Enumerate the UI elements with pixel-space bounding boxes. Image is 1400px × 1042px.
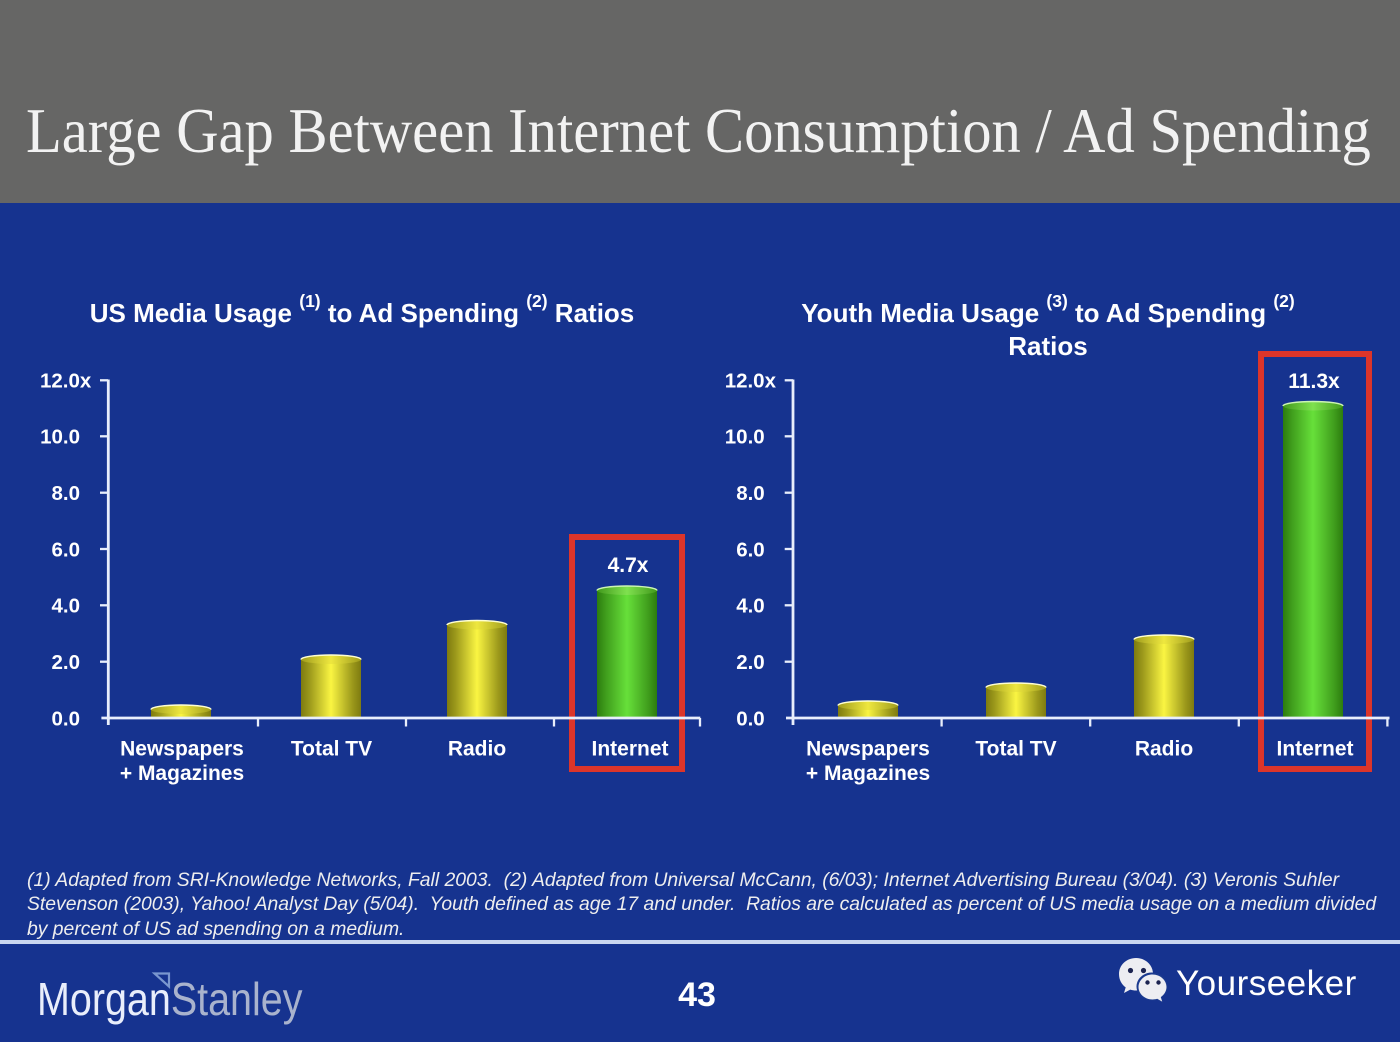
svg-text:10.0: 10.0 — [725, 426, 765, 449]
svg-text:Newspapers: Newspapers — [806, 738, 930, 761]
svg-text:2.0: 2.0 — [52, 651, 81, 674]
svg-text:8.0: 8.0 — [736, 482, 765, 505]
svg-text:Internet: Internet — [1276, 738, 1353, 761]
svg-text:+ Magazines: + Magazines — [806, 762, 930, 785]
svg-text:+ Magazines: + Magazines — [120, 762, 244, 785]
svg-text:11.3x: 11.3x — [1288, 370, 1340, 393]
svg-text:Total TV: Total TV — [975, 738, 1056, 761]
svg-text:2.0: 2.0 — [736, 651, 765, 674]
svg-text:0.0: 0.0 — [736, 707, 765, 730]
svg-text:12.0x: 12.0x — [725, 370, 777, 393]
svg-text:Newspapers: Newspapers — [120, 738, 244, 761]
svg-text:8.0: 8.0 — [52, 482, 81, 505]
svg-text:Radio: Radio — [448, 738, 506, 761]
svg-text:4.0: 4.0 — [736, 595, 765, 618]
svg-text:6.0: 6.0 — [52, 538, 81, 561]
svg-text:Total TV: Total TV — [291, 738, 372, 761]
svg-text:4.7x: 4.7x — [608, 554, 649, 577]
svg-text:12.0x: 12.0x — [40, 370, 92, 393]
svg-text:6.0: 6.0 — [736, 538, 765, 561]
svg-text:10.0: 10.0 — [40, 426, 80, 449]
svg-text:0.0: 0.0 — [52, 707, 81, 730]
svg-text:4.0: 4.0 — [52, 595, 81, 618]
svg-text:Radio: Radio — [1135, 738, 1193, 761]
svg-text:Internet: Internet — [591, 738, 668, 761]
